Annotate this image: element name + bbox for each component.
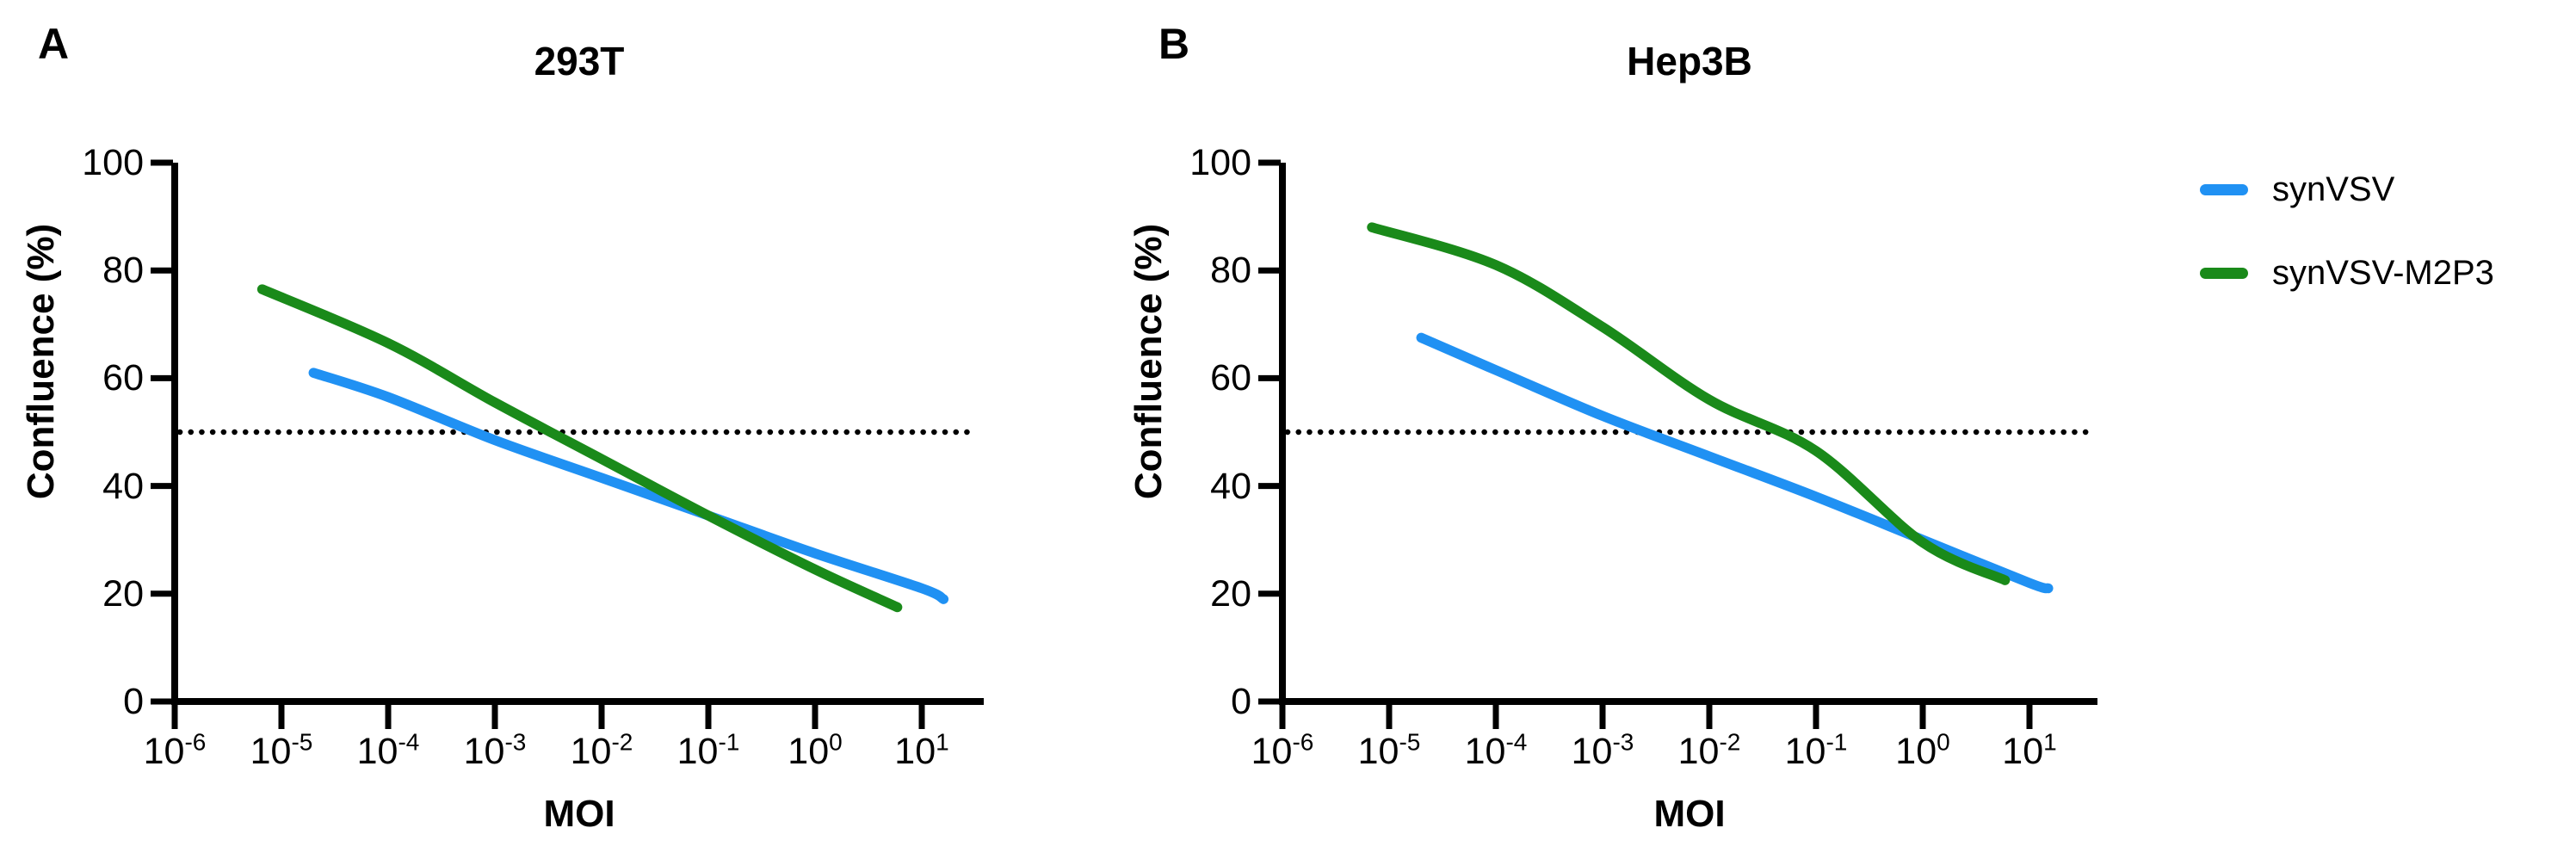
panel-b-x-axis-title: MOI [1653, 793, 1726, 835]
panel-a-x-axis-title: MOI [543, 793, 615, 835]
panel-b-title: Hep3B [1627, 39, 1752, 83]
y-tick-label: 100 [1189, 142, 1251, 183]
x-tick-label: 10-6 [143, 728, 207, 772]
legend-item-synvsv: synVSV [2200, 170, 2394, 209]
x-tick-label: 10-6 [1251, 728, 1314, 772]
x-tick-label: 10-2 [570, 728, 633, 772]
y-tick-label: 80 [102, 250, 144, 292]
series-line-synvsv [308, 368, 949, 604]
x-tick-label: 10-4 [356, 728, 420, 772]
y-tick-label: 0 [1231, 681, 1251, 722]
x-tick-label: 100 [1895, 728, 1950, 772]
y-tick-label: 60 [1210, 357, 1251, 399]
x-tick-label: 10-3 [463, 728, 527, 772]
x-tick-label: 10-5 [250, 728, 313, 772]
legend-item-synvsv-m2p3: synVSV-M2P3 [2200, 253, 2494, 293]
x-tick-label: 10-1 [676, 728, 740, 772]
x-tick-label: 10-3 [1571, 728, 1634, 772]
x-tick-label: 101 [894, 728, 949, 772]
y-tick-label: 0 [123, 681, 144, 722]
x-tick-label: 100 [788, 728, 843, 772]
y-tick-label: 20 [1210, 572, 1251, 615]
x-tick-label: 10-1 [1784, 728, 1848, 772]
series-line-synvsv-m2p3 [256, 284, 903, 613]
x-tick-label: 10-5 [1357, 728, 1421, 772]
y-tick-label: 100 [82, 142, 144, 183]
panel-a-letter: A [38, 20, 70, 68]
series-line-synvsv [1416, 332, 2054, 594]
panel-a-title: 293T [534, 39, 625, 83]
y-tick-label: 20 [102, 572, 144, 615]
y-tick-label: 60 [102, 357, 144, 399]
legend-line-swatch-synvsv-m2p3 [2200, 267, 2248, 279]
x-tick-label: 10-4 [1464, 728, 1528, 772]
x-tick-label: 10-2 [1677, 728, 1741, 772]
y-tick-label: 40 [102, 465, 144, 507]
x-tick-label: 101 [2002, 728, 2057, 772]
legend-line-swatch-synvsv [2200, 183, 2248, 195]
series-line-synvsv-m2p3 [1367, 222, 2011, 585]
y-tick-label: 80 [1210, 250, 1251, 292]
panel-b-letter: B [1158, 20, 1190, 68]
y-tick-label: 40 [1210, 465, 1251, 507]
legend-label-synvsv: synVSV [2272, 170, 2395, 208]
legend-label-synvsv-m2p3: synVSV-M2P3 [2272, 254, 2494, 292]
